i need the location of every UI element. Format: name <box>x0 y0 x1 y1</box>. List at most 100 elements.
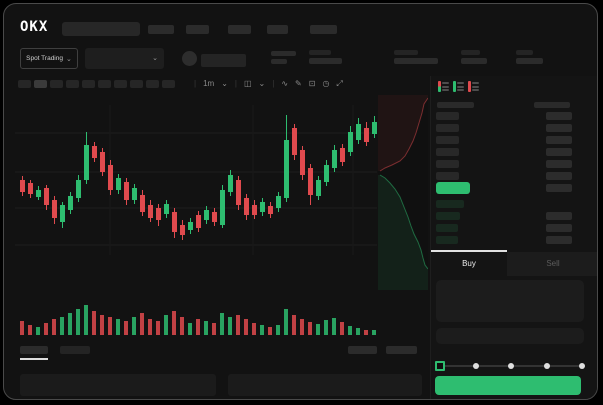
candle <box>244 198 249 215</box>
volume-bar <box>356 328 360 335</box>
candle <box>260 202 265 212</box>
bid-price-bar[interactable] <box>436 212 460 220</box>
candle <box>188 222 193 230</box>
bottom-link[interactable] <box>386 346 417 354</box>
slider-handle[interactable] <box>435 361 445 371</box>
ask-price-bar[interactable] <box>436 172 459 180</box>
depth-bids-area <box>378 175 428 290</box>
volume-bar <box>260 325 264 335</box>
settings-icon[interactable]: ◷ <box>322 79 330 88</box>
nav-item[interactable] <box>186 25 209 34</box>
bid-amount-bar <box>546 236 572 244</box>
chevron-down-icon: ⌄ <box>65 55 72 63</box>
slider-stop-dot[interactable] <box>508 363 514 369</box>
candle <box>348 132 353 152</box>
candle <box>372 122 377 134</box>
book-bids-icon[interactable] <box>453 81 464 92</box>
timeframe-button[interactable] <box>162 80 175 88</box>
tab-buy[interactable]: Buy <box>431 252 507 276</box>
slider-stop-dot[interactable] <box>579 363 585 369</box>
fullscreen-icon[interactable]: ⤢ <box>336 79 343 88</box>
bottom-tab[interactable] <box>60 346 90 354</box>
ask-price-bar[interactable] <box>436 160 459 168</box>
book-icon-lines <box>472 81 479 92</box>
price-placeholder <box>271 51 296 56</box>
nav-item[interactable] <box>310 25 337 34</box>
market-type-selector[interactable]: Spot Trading ⌄ <box>20 48 78 69</box>
chevron-down-icon[interactable]: ⌄ <box>221 79 228 88</box>
timeframe-button[interactable] <box>66 80 79 88</box>
stat-value <box>309 58 342 64</box>
candle <box>108 165 113 190</box>
timeframe-button[interactable] <box>146 80 159 88</box>
candle <box>76 180 81 198</box>
price-amount-input[interactable] <box>436 280 584 322</box>
stat-value <box>394 58 438 64</box>
ask-price-bar[interactable] <box>436 112 459 120</box>
ask-price-bar[interactable] <box>436 136 459 144</box>
slider-stop-dot[interactable] <box>543 363 550 369</box>
tab-sell[interactable]: Sell <box>507 252 597 276</box>
pair-selector[interactable]: ⌄ <box>85 48 164 69</box>
volume-bar <box>252 323 256 335</box>
candle <box>204 210 209 220</box>
buy-button[interactable] <box>435 376 581 395</box>
tab-buy-label: Buy <box>462 259 476 268</box>
book-asks-icon[interactable] <box>468 81 479 92</box>
candlestick-chart[interactable] <box>15 105 377 255</box>
interval-menu[interactable]: 1m <box>203 79 215 88</box>
volume-bar <box>100 315 104 335</box>
tab-sell-label: Sell <box>546 259 560 268</box>
timeframe-button[interactable] <box>18 80 31 88</box>
candle <box>332 150 337 168</box>
volume-bar <box>36 327 40 335</box>
nav-item[interactable] <box>267 25 288 34</box>
candle <box>340 148 345 162</box>
volume-bar <box>284 309 288 335</box>
candle <box>36 190 41 197</box>
bottom-link[interactable] <box>348 346 377 354</box>
timeframe-button[interactable] <box>130 80 143 88</box>
nav-item[interactable] <box>228 25 251 34</box>
bid-amount-bar <box>546 212 572 220</box>
timeframe-button[interactable] <box>34 80 47 88</box>
volume-bar <box>148 319 152 335</box>
bottom-tab-underline <box>20 358 48 360</box>
search-input[interactable] <box>62 22 140 36</box>
timeframe-button[interactable] <box>98 80 111 88</box>
chevron-down-icon[interactable]: ⌄ <box>258 79 266 88</box>
candle <box>316 180 321 196</box>
chart-style-icon[interactable]: ◫ <box>243 79 252 88</box>
book-icon-bar <box>438 81 441 92</box>
toolbar-separator: | <box>234 79 237 88</box>
ask-price-bar[interactable] <box>436 148 459 156</box>
timeframe-button[interactable] <box>50 80 63 88</box>
draw-icon[interactable]: ✎ <box>295 79 302 88</box>
line-chart-icon[interactable]: ∿ <box>281 79 289 88</box>
volume-bar <box>44 323 48 335</box>
timeframe-button[interactable] <box>82 80 95 88</box>
bid-price-bar[interactable] <box>436 236 458 244</box>
bottom-tab-active[interactable] <box>20 346 48 354</box>
screenshot-icon[interactable]: ⊡ <box>308 79 316 88</box>
ask-price-bar[interactable] <box>436 124 459 132</box>
volume-bar <box>244 319 248 335</box>
orderbook-amount-bar <box>546 184 572 192</box>
chevron-down-icon: ⌄ <box>152 55 158 62</box>
depth-bids-line <box>379 174 428 270</box>
candle <box>68 196 73 210</box>
orderbook-col-header <box>437 102 474 108</box>
slider-stop-dot[interactable] <box>472 363 479 369</box>
timeframe-button[interactable] <box>114 80 127 88</box>
volume-bar <box>316 324 320 335</box>
bid-price-bar[interactable] <box>436 200 464 208</box>
last-price-badge[interactable] <box>436 182 470 194</box>
candle <box>324 165 329 182</box>
total-input[interactable] <box>436 328 584 344</box>
volume-bar <box>332 318 336 335</box>
bid-price-bar[interactable] <box>436 224 458 232</box>
volume-bar <box>212 323 216 335</box>
book-both-icon[interactable] <box>438 81 449 92</box>
nav-item[interactable] <box>148 25 174 34</box>
toolbar-separator: | <box>272 79 275 88</box>
